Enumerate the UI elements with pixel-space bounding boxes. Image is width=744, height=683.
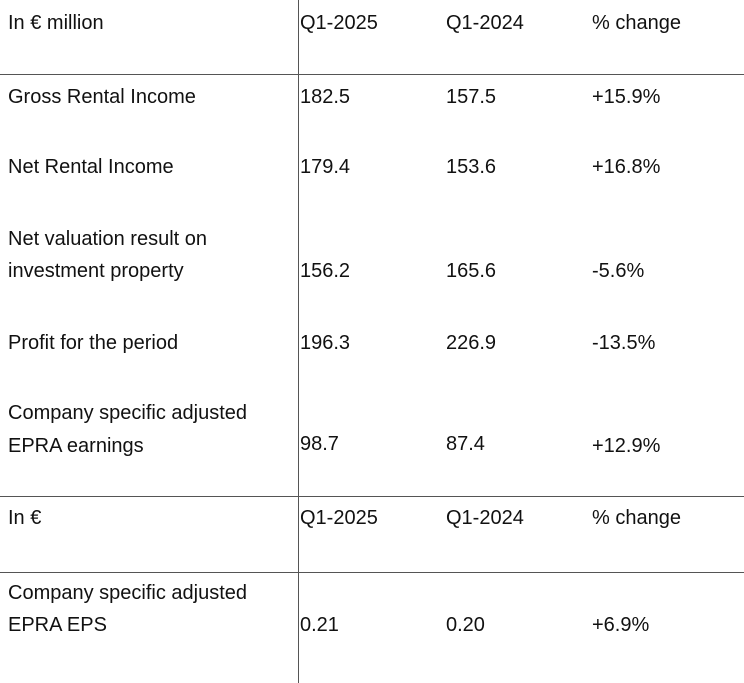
section-separator <box>0 496 744 497</box>
value-q1-2024: 165.6 <box>446 260 497 282</box>
header-separator <box>0 74 744 75</box>
header-separator <box>0 572 744 573</box>
value-q1-2024: 0.20 <box>446 614 485 636</box>
header-q1-2024: Q1-2024 <box>446 12 524 34</box>
value-change: -5.6% <box>592 260 645 282</box>
row-label-continued: EPRA EPS <box>8 614 107 636</box>
column-divider <box>298 0 299 683</box>
value-q1-2024: 226.9 <box>446 332 497 354</box>
value-q1-2025: 182.5 <box>300 86 351 108</box>
header-unit: In € <box>8 507 42 529</box>
header-q1-2025: Q1-2025 <box>300 507 378 529</box>
value-q1-2025: 156.2 <box>300 260 351 282</box>
value-q1-2025: 98.7 <box>300 433 339 455</box>
row-label: Profit for the period <box>8 332 179 354</box>
value-change: +12.9% <box>592 435 661 457</box>
header-unit: In € million <box>8 12 104 34</box>
header-q1-2024: Q1-2024 <box>446 507 524 529</box>
header-change: % change <box>592 507 681 529</box>
value-q1-2025: 179.4 <box>300 156 351 178</box>
value-q1-2025: 0.21 <box>300 614 339 636</box>
row-label: Net Rental Income <box>8 156 174 178</box>
value-q1-2024: 153.6 <box>446 156 497 178</box>
row-label-continued: investment property <box>8 260 184 282</box>
header-q1-2025: Q1-2025 <box>300 12 378 34</box>
value-q1-2025: 196.3 <box>300 332 351 354</box>
value-q1-2024: 157.5 <box>446 86 497 108</box>
value-change: -13.5% <box>592 332 656 354</box>
value-change: +16.8% <box>592 156 661 178</box>
header-change: % change <box>592 12 681 34</box>
row-label: Company specific adjusted <box>8 582 248 604</box>
row-label: Company specific adjusted <box>8 402 248 424</box>
value-change: +15.9% <box>592 86 661 108</box>
value-change: +6.9% <box>592 614 650 636</box>
value-q1-2024: 87.4 <box>446 433 485 455</box>
row-label: Net valuation result on <box>8 228 208 250</box>
row-label: Gross Rental Income <box>8 86 196 108</box>
row-label-continued: EPRA earnings <box>8 435 144 457</box>
